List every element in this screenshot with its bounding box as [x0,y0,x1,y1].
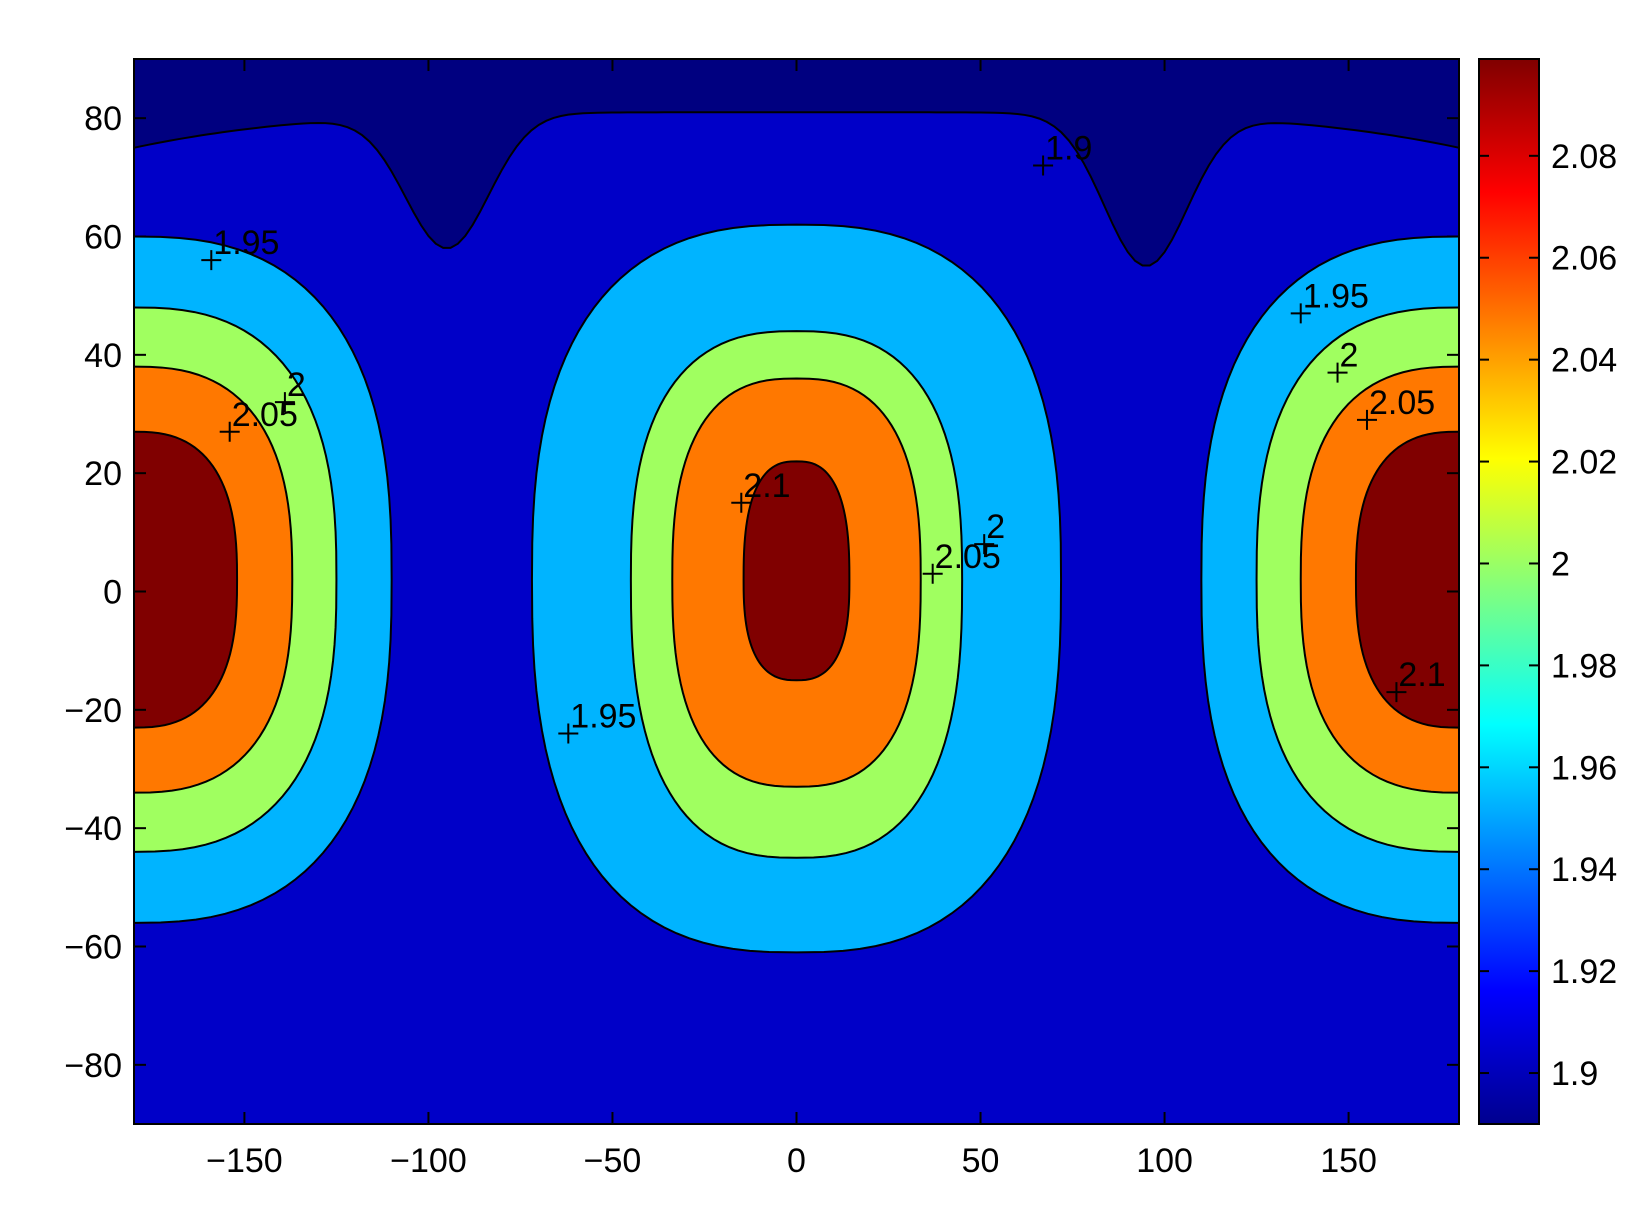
x-tick-label: 50 [962,1142,1000,1180]
contour-label: 2.1 [743,467,790,505]
contour-label-marker [274,392,295,413]
contour-label: 1.9 [1045,130,1092,168]
colorbar-tick-label: 2.02 [1551,444,1617,482]
contour-label: 2.05 [232,396,298,434]
x-tick-label: 100 [1136,1142,1193,1180]
colorbar-tick-label: 2 [1551,545,1570,583]
colorbar-tick-label: 2.06 [1551,240,1617,278]
contour-label: 2 [1340,337,1359,375]
colorbar-tick-label: 1.92 [1551,953,1617,991]
contour-label: 1.95 [213,224,279,262]
contour-label-marker [558,723,579,744]
colorbar-tick-label: 2.04 [1551,342,1617,380]
level-region-below-1-9 [134,59,1459,267]
x-tick-label: 150 [1320,1142,1377,1180]
contour-label-marker [201,250,222,271]
contour-label: 2 [287,366,306,404]
y-tick-label: −60 [64,929,122,967]
y-tick-label: −40 [64,810,122,848]
colorbar-gradient [1478,58,1540,1125]
y-tick-label: 60 [84,219,122,257]
contour-label-marker [1386,682,1407,703]
y-tick-label: 80 [84,100,122,138]
contour-label-marker [922,563,943,584]
contour-label: 1.95 [570,698,636,736]
x-tick-label: −50 [584,1142,642,1180]
contour-label: 1.95 [1303,277,1369,315]
contour-label-marker [731,492,752,513]
y-tick-label: −20 [64,692,122,730]
contour-region-2-level-5 [1354,430,1459,729]
contour-label-marker [1033,155,1054,176]
contour-label: 2.1 [1398,656,1445,694]
colorbar: 1.9 1.92 1.94 1.96 1.98 2 2.02 2.04 2.06 2.08 [1478,58,1617,1125]
plot-area [134,59,1459,1124]
contour-label: 2.05 [1369,384,1435,422]
y-tick-label: 20 [84,455,122,493]
x-axis: −150 −100 −50 0 50 100 150 [206,59,1377,1180]
colorbar-tick-label: 1.9 [1551,1055,1598,1093]
contour-label-marker [974,534,995,555]
y-axis: −80 −60 −40 −20 0 20 40 60 80 [64,100,1459,1085]
colorbar-tick-label: 2.08 [1551,138,1617,176]
contour-region-1-level-5 [134,430,239,729]
y-tick-label: −80 [64,1047,122,1085]
y-tick-label: 40 [84,337,122,375]
contour-label: 2 [986,508,1005,546]
contour-region-0-level-5 [742,460,851,682]
contour-label-marker [1290,303,1311,324]
contour-label-marker [1327,362,1348,383]
x-tick-label: −100 [390,1142,467,1180]
contour-label-marker [219,421,240,442]
colorbar-tick-label: 1.96 [1551,749,1617,787]
contour-label-marker [1356,409,1377,430]
contour-label: 2.05 [935,538,1001,576]
colorbar-tick-label: 1.94 [1551,851,1617,889]
colorbar-tick-label: 1.98 [1551,647,1617,685]
x-tick-label: −150 [206,1142,283,1180]
y-tick-label: 0 [103,574,122,612]
x-tick-label: 0 [787,1142,806,1180]
